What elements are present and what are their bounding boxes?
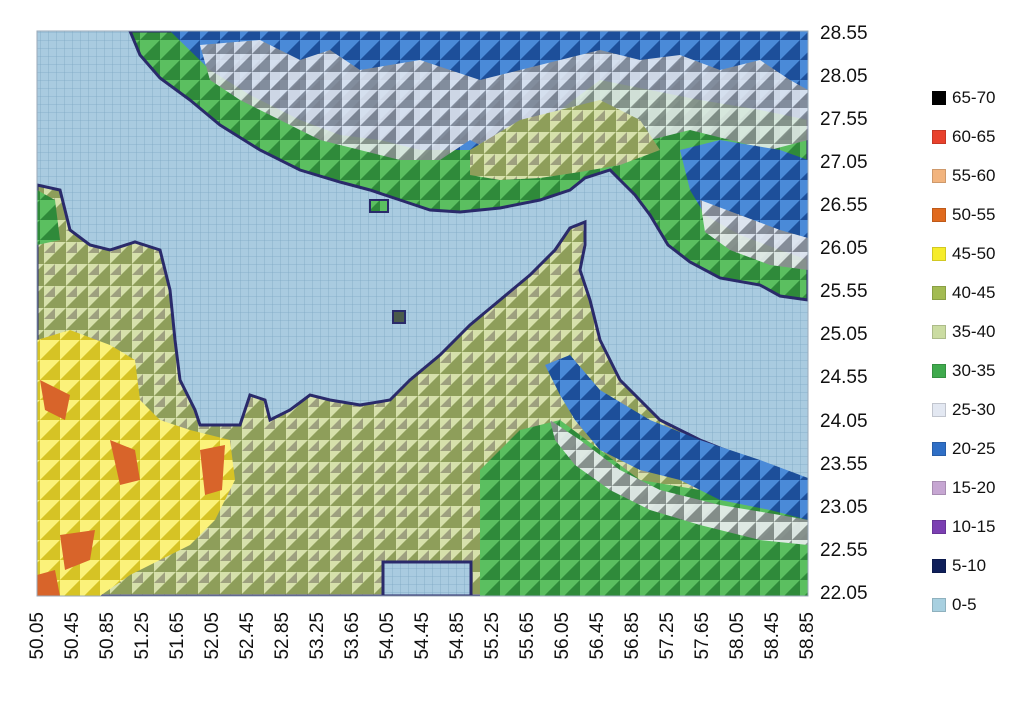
legend-swatch — [932, 598, 946, 612]
legend-item: 60-65 — [932, 127, 995, 147]
north-islet — [369, 199, 389, 213]
south-blue-inlet — [545, 355, 808, 520]
y-tick: 24.55 — [820, 367, 868, 388]
x-tick: 58.85 — [797, 612, 818, 660]
x-tick: 52.05 — [202, 612, 223, 660]
legend-label: 15-20 — [952, 478, 996, 497]
x-tick: 57.25 — [657, 612, 678, 660]
legend-label: 20-25 — [952, 439, 996, 458]
x-tick: 58.45 — [762, 612, 783, 660]
legend-item: 55-60 — [932, 166, 995, 186]
south-bay — [381, 560, 473, 596]
y-tick: 23.05 — [820, 497, 868, 518]
legend-label: 45-50 — [952, 244, 996, 263]
x-tick: 54.45 — [412, 612, 433, 660]
south-green-west — [37, 190, 60, 245]
x-tick: 50.85 — [97, 612, 118, 660]
legend-swatch — [932, 91, 946, 105]
legend-swatch — [932, 208, 946, 222]
y-tick: 23.55 — [820, 454, 868, 475]
x-tick: 51.65 — [167, 612, 188, 660]
south-white-band — [550, 420, 808, 545]
small-island — [392, 310, 406, 324]
legend-item: 30-35 — [932, 361, 995, 381]
legend-swatch — [932, 169, 946, 183]
legend-label: 30-35 — [952, 361, 996, 380]
y-tick: 27.55 — [820, 109, 868, 130]
legend-label: 55-60 — [952, 166, 996, 185]
south-orange-patch-2 — [200, 445, 225, 495]
x-tick: 55.25 — [482, 612, 503, 660]
south-orange-patch-5 — [37, 570, 60, 596]
legend-swatch — [932, 325, 946, 339]
legend-label: 25-30 — [952, 400, 996, 419]
legend-item: 10-15 — [932, 517, 995, 537]
y-tick: 25.55 — [820, 281, 868, 302]
legend-item: 35-40 — [932, 322, 995, 342]
x-tick: 53.65 — [342, 612, 363, 660]
legend-label: 5-10 — [952, 556, 987, 575]
y-tick: 26.05 — [820, 238, 868, 259]
x-tick: 54.05 — [377, 612, 398, 660]
legend-swatch — [932, 403, 946, 417]
east-basin-white — [700, 200, 808, 270]
north-olive-patch — [470, 100, 660, 180]
x-tick: 56.85 — [622, 612, 643, 660]
x-tick: 57.65 — [692, 612, 713, 660]
legend-label: 10-15 — [952, 517, 996, 536]
y-tick: 26.55 — [820, 195, 868, 216]
north-highland-white — [200, 40, 808, 160]
y-tick: 28.05 — [820, 66, 868, 87]
x-tick: 50.05 — [27, 612, 48, 660]
legend-label: 0-5 — [952, 595, 977, 614]
x-tick: 50.45 — [62, 612, 83, 660]
x-tick: 52.45 — [237, 612, 258, 660]
legend-swatch — [932, 520, 946, 534]
legend-item: 40-45 — [932, 283, 995, 303]
y-tick: 27.05 — [820, 152, 868, 173]
legend-swatch — [932, 286, 946, 300]
legend-item: 25-30 — [932, 400, 995, 420]
legend-item: 0-5 — [932, 595, 977, 615]
y-tick: 22.05 — [820, 583, 868, 604]
legend-swatch — [932, 442, 946, 456]
south-green-zone — [480, 420, 808, 596]
south-orange-patch-3 — [40, 380, 70, 420]
y-tick: 24.05 — [820, 411, 868, 432]
legend-item: 20-25 — [932, 439, 995, 459]
legend-swatch — [932, 247, 946, 261]
legend-item: 5-10 — [932, 556, 986, 576]
legend-swatch — [932, 559, 946, 573]
y-tick: 25.05 — [820, 324, 868, 345]
x-tick: 51.25 — [132, 612, 153, 660]
x-tick: 53.25 — [307, 612, 328, 660]
y-tick: 22.55 — [820, 540, 868, 561]
x-tick: 52.85 — [272, 612, 293, 660]
legend-label: 40-45 — [952, 283, 996, 302]
x-tick: 56.45 — [587, 612, 608, 660]
y-tick: 28.55 — [820, 23, 868, 44]
x-tick: 58.05 — [727, 612, 748, 660]
x-tick: 54.85 — [447, 612, 468, 660]
legend-item: 50-55 — [932, 205, 995, 225]
legend-item: 65-70 — [932, 88, 995, 108]
south-orange-patch-1 — [110, 440, 140, 485]
legend-label: 35-40 — [952, 322, 996, 341]
legend-swatch — [932, 364, 946, 378]
south-orange-patch-4 — [60, 530, 95, 570]
legend-swatch — [932, 130, 946, 144]
x-tick: 55.65 — [517, 612, 538, 660]
legend-label: 60-65 — [952, 127, 996, 146]
legend-item: 15-20 — [932, 478, 995, 498]
x-tick: 56.05 — [552, 612, 573, 660]
legend-label: 50-55 — [952, 205, 996, 224]
legend-item: 45-50 — [932, 244, 995, 264]
legend-label: 65-70 — [952, 88, 996, 107]
legend-swatch — [932, 481, 946, 495]
plot-frame — [36, 30, 809, 597]
